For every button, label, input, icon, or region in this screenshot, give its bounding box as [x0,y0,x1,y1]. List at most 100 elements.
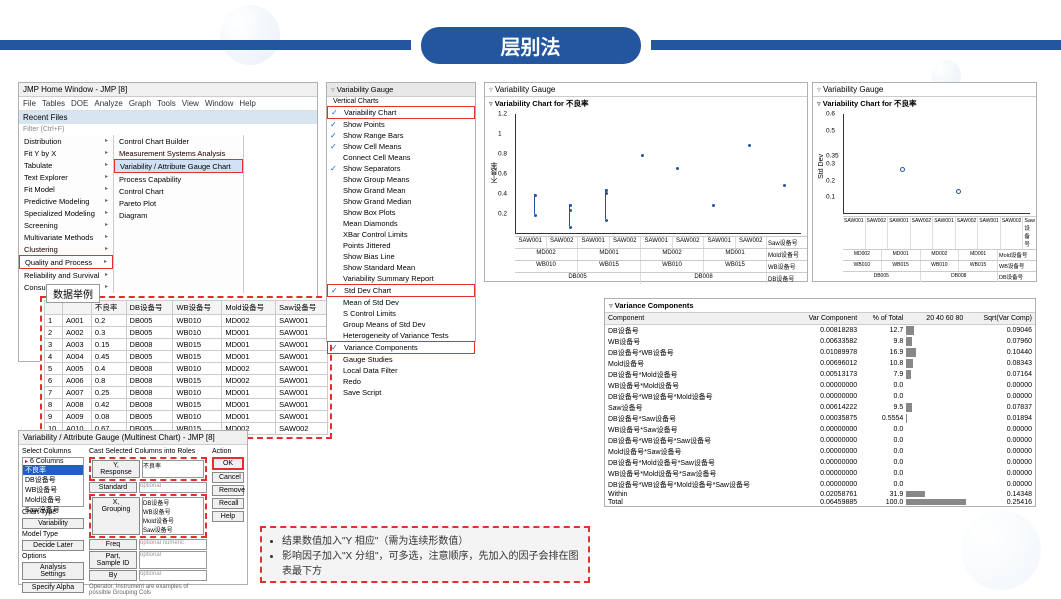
data-example-label: 数据举例 [46,284,100,303]
options-label: Options [22,553,84,560]
menu-item[interactable]: Quality and Process [19,255,113,269]
chart1-header[interactable]: Variability Gauge [485,83,807,97]
vmenu-option[interactable]: Redo [327,376,475,387]
vmenu-subtitle: Vertical Charts [327,97,475,106]
menu-item[interactable]: Specialized Modeling [19,207,113,219]
column-item[interactable]: DB设备号 [23,475,83,485]
chart2-header[interactable]: Variability Gauge [813,83,1036,97]
menu-window[interactable]: Window [205,99,233,108]
chart2-subtitle[interactable]: Variability Chart for 不良率 [813,97,1036,110]
remove-button[interactable]: Remove [212,485,244,496]
menu-doe[interactable]: DOE [71,99,88,108]
vmenu-option[interactable]: Show Bias Line [327,251,475,262]
chart1-subtitle[interactable]: Variability Chart for 不良率 [485,97,807,110]
vmenu-option[interactable]: Gauge Studies [327,354,475,365]
vmenu-option[interactable]: Show Grand Median [327,196,475,207]
menu-item[interactable]: Fit Y by X [19,147,113,159]
vmenu-option[interactable]: Std Dev Chart [327,284,475,297]
model-type-select[interactable]: Decide Later [22,540,84,551]
analyze-menu[interactable]: DistributionFit Y by XTabulateText Explo… [19,135,114,293]
role-box[interactable]: optional [139,570,207,581]
menu-item[interactable]: Tabulate [19,159,113,171]
vmenu-option[interactable]: Points Jittered [327,240,475,251]
submenu-item[interactable]: Diagram [114,209,243,221]
menu-tools[interactable]: Tools [157,99,176,108]
vmenu-option[interactable]: Show Grand Mean [327,185,475,196]
vmenu-option[interactable]: Connect Cell Means [327,152,475,163]
vmenu-option[interactable]: Show Cell Means [327,141,475,152]
vc-title[interactable]: Variance Components [605,299,1035,313]
menu-item[interactable]: Text Explorer [19,171,113,183]
analysis-settings-button[interactable]: Analysis Settings [22,562,84,580]
vmenu-option[interactable]: S Control Limits [327,308,475,319]
submenu-item[interactable]: Variability / Attribute Gauge Chart [114,159,243,173]
vmenu-option[interactable]: Show Points [327,119,475,130]
role-box[interactable]: 不良率 [142,460,204,478]
chart1-plot-area: 不良率 0.20.40.60.811.2 [515,114,801,234]
role-box[interactable]: optional numeric [139,539,207,550]
role-box[interactable]: optional [139,551,207,569]
submenu-item[interactable]: Control Chart [114,185,243,197]
submenu-item[interactable]: Process Capability [114,173,243,185]
vmenu-option[interactable]: Show Standard Mean [327,262,475,273]
menubar[interactable]: File Tables DOE Analyze Graph Tools View Window… [19,97,317,111]
variability-options-menu[interactable]: Variability Gauge Vertical Charts Variab… [326,82,476,342]
column-item[interactable]: WB设备号 [23,485,83,495]
menu-help[interactable]: Help [239,99,255,108]
dialog-title: Variability / Attribute Gauge (Multinest… [19,431,247,445]
role-button[interactable]: Freq [89,539,137,550]
submenu-item[interactable]: Control Chart Builder [114,135,243,147]
column-item[interactable]: Mold设备号 [23,495,83,505]
role-box[interactable]: optional [139,482,207,493]
menu-item[interactable]: Fit Model [19,183,113,195]
vmenu-option[interactable]: XBar Control Limits [327,229,475,240]
columns-listbox[interactable]: 6 Columns不良率DB设备号WB设备号Mold设备号Saw设备号 [22,457,84,507]
vmenu-option[interactable]: Variability Chart [327,106,475,119]
menu-file[interactable]: File [23,99,36,108]
role-button[interactable]: Part, Sample ID [89,551,137,569]
vmenu-title[interactable]: Variability Gauge [327,83,475,97]
column-item[interactable]: 不良率 [23,465,83,475]
menu-analyze[interactable]: Analyze [94,99,122,108]
role-button[interactable]: By [89,570,137,581]
menu-item[interactable]: Multivariate Methods [19,231,113,243]
vmenu-option[interactable]: Show Range Bars [327,130,475,141]
chart2-ylabel: Std Dev [818,154,825,179]
role-button[interactable]: X, Grouping [92,497,140,535]
chart-type-select[interactable]: Variability [22,518,84,529]
vmenu-option[interactable]: Heterogeneity of Variance Tests [327,330,475,341]
vmenu-option[interactable]: Local Data Filter [327,365,475,376]
quality-submenu[interactable]: Control Chart BuilderMeasurement Systems… [114,135,244,293]
ok-button[interactable]: OK [212,457,244,470]
vmenu-option[interactable]: Show Separators [327,163,475,174]
cancel-button[interactable]: Cancel [212,472,244,483]
vmenu-option[interactable]: Save Script [327,387,475,398]
vmenu-option[interactable]: Mean Diamonds [327,218,475,229]
menu-item[interactable]: Reliability and Survival [19,269,113,281]
help-button[interactable]: Help [212,511,244,522]
filter-input[interactable]: Filter (Ctrl+F) [19,124,317,135]
submenu-item[interactable]: Measurement Systems Analysis [114,147,243,159]
menu-graph[interactable]: Graph [129,99,151,108]
vmenu-option[interactable]: Variance Components [327,341,475,354]
submenu-item[interactable]: Pareto Plot [114,197,243,209]
instruction-box: 结果数值加入"Y 相应"（需为连续形数值）影响因子加入"X 分组"，可多选，注意… [260,526,590,583]
specify-alpha-button[interactable]: Specify Alpha [22,582,84,593]
vmenu-option[interactable]: Mean of Std Dev [327,297,475,308]
menu-item[interactable]: Clustering [19,243,113,255]
role-box[interactable]: DB设备号 WB设备号 Mold设备号 Saw设备号 [142,497,204,535]
role-button[interactable]: Standard [89,482,137,493]
menu-item[interactable]: Distribution [19,135,113,147]
vmenu-option[interactable]: Group Means of Std Dev [327,319,475,330]
chart2-plot-area: Std Dev 0.10.20.30.350.50.6 [843,114,1030,214]
menu-view[interactable]: View [182,99,199,108]
dialog-note: Operator, Instrument are examples of pos… [89,584,207,596]
menu-tables[interactable]: Tables [42,99,65,108]
menu-item[interactable]: Predictive Modeling [19,195,113,207]
vmenu-option[interactable]: Show Group Means [327,174,475,185]
recall-button[interactable]: Recall [212,498,244,509]
role-button[interactable]: Y, Response [92,460,140,478]
menu-item[interactable]: Screening [19,219,113,231]
vmenu-option[interactable]: Show Box Plots [327,207,475,218]
vmenu-option[interactable]: Variability Summary Report [327,273,475,284]
